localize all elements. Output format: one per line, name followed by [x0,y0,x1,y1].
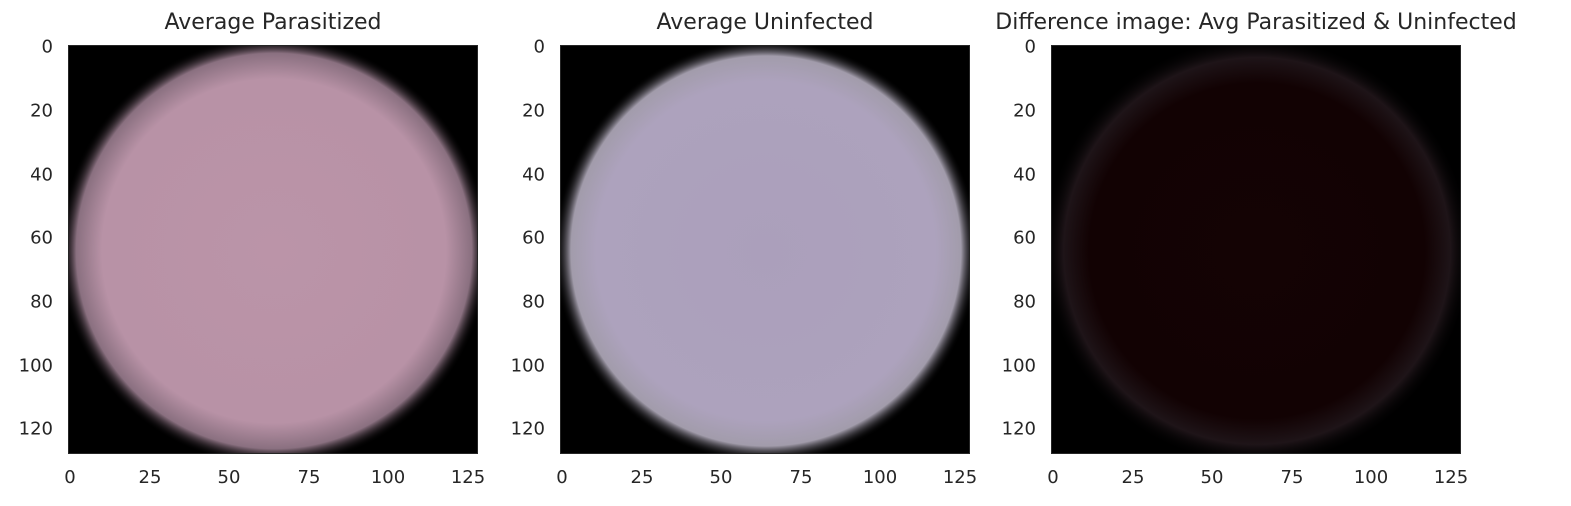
x-tick-label: 0 [64,467,76,488]
y-tick-label: 0 [41,36,53,58]
x-tick-label: 50 [1200,467,1224,488]
average-uninfected-image [560,45,970,454]
y-tick-label: 40 [1013,164,1036,186]
x-tick-label: 125 [942,467,978,488]
y-tick-label: 120 [1001,418,1036,440]
x-tick-label: 100 [1353,467,1389,488]
y-tick-label: 80 [522,291,545,313]
y-tick-label: 100 [18,355,53,377]
panel-title: Difference image: Avg Parasitized & Unin… [995,10,1517,35]
y-tick-label: 20 [522,100,545,122]
difference-image [1051,45,1461,454]
y-tick-label: 120 [510,418,545,440]
y-tick-label: 40 [30,164,53,186]
y-tick-label: 60 [30,227,53,249]
x-tick-label: 0 [1047,467,1059,488]
x-tick-label: 75 [789,467,813,488]
y-tick-label: 0 [533,36,545,58]
y-tick-label: 80 [1013,291,1036,313]
y-tick-label: 20 [30,100,53,122]
panel-title: Average Parasitized [164,10,382,35]
y-tick-label: 0 [1024,36,1036,58]
x-tick-label: 25 [138,467,162,488]
y-tick-label: 20 [1013,100,1036,122]
x-tick-label: 50 [709,467,733,488]
average-parasitized-image [68,45,478,454]
y-tick-label: 100 [1001,355,1036,377]
x-tick-label: 0 [556,467,568,488]
y-tick-label: 60 [522,227,545,249]
y-tick-label: 100 [510,355,545,377]
y-tick-label: 80 [30,291,53,313]
y-tick-label: 120 [18,418,53,440]
x-tick-label: 75 [297,467,321,488]
x-tick-label: 100 [370,467,406,488]
x-tick-label: 25 [630,467,654,488]
x-tick-label: 125 [450,467,486,488]
x-tick-label: 50 [217,467,241,488]
panel-title: Average Uninfected [656,10,874,35]
y-tick-label: 60 [1013,227,1036,249]
x-tick-label: 25 [1121,467,1145,488]
x-tick-label: 75 [1280,467,1304,488]
x-tick-label: 125 [1433,467,1469,488]
y-tick-label: 40 [522,164,545,186]
x-tick-label: 100 [862,467,898,488]
